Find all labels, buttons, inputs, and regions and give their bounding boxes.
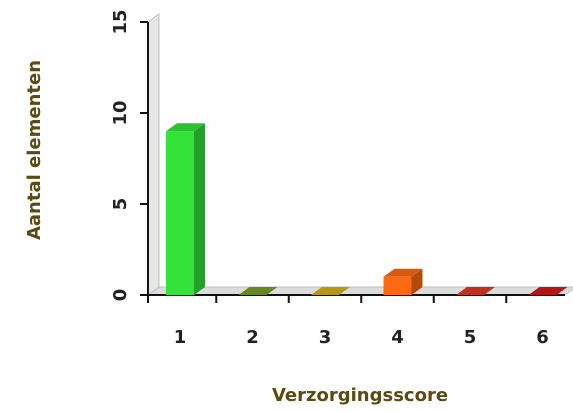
x-tick-label: 2 — [246, 327, 259, 348]
bar-top — [383, 268, 423, 277]
y-axis-title: Aantal elementen — [24, 60, 45, 240]
x-axis-floor — [146, 286, 573, 296]
bar-1 — [166, 123, 205, 295]
labels-layer: 0 5 10 15 1 2 3 4 5 6 — [110, 9, 549, 348]
bar-top — [456, 287, 495, 295]
bar-top — [166, 123, 205, 132]
bar-3 — [311, 287, 350, 295]
y-tick-label: 15 — [110, 9, 131, 34]
bar-front — [166, 131, 194, 295]
y-axis-wall — [147, 13, 160, 296]
bar-2 — [238, 287, 278, 295]
x-tick-label: 4 — [391, 327, 404, 348]
bar-5 — [456, 287, 495, 295]
x-tick-label: 1 — [174, 327, 187, 348]
bar-6 — [528, 287, 568, 295]
bar-4 — [383, 268, 423, 295]
y-tick-label: 10 — [110, 100, 131, 125]
bar-top — [528, 287, 568, 295]
bar-side — [194, 123, 205, 295]
bar-top — [311, 287, 350, 295]
x-tick-label: 5 — [464, 327, 477, 348]
x-tick-label: 6 — [536, 327, 549, 348]
y-tick-label: 5 — [110, 198, 131, 211]
x-axis-title: Verzorgingsscore — [272, 385, 448, 406]
bar-side — [411, 268, 423, 295]
x-tick-label: 3 — [319, 327, 332, 348]
bars-layer — [166, 123, 568, 295]
y-tick-label: 0 — [110, 289, 131, 302]
bar-top — [238, 287, 278, 295]
bar-front — [383, 276, 412, 295]
